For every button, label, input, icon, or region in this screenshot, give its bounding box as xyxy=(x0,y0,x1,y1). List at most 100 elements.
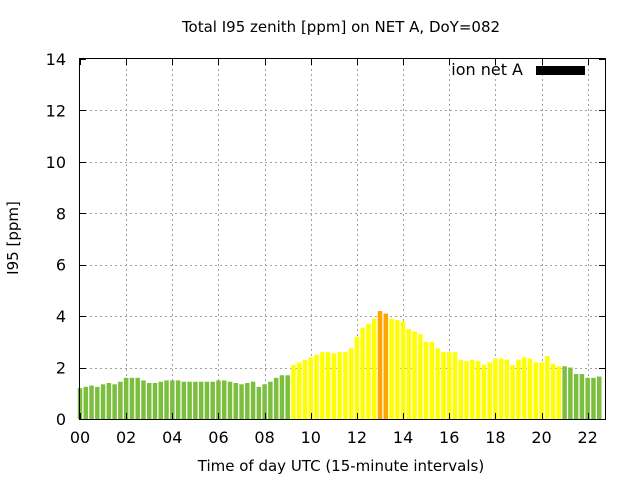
y-tick-label: 2 xyxy=(56,359,66,378)
y-tick-label: 8 xyxy=(56,204,66,223)
bar-moderate xyxy=(331,353,337,419)
x-tick-label: 02 xyxy=(116,428,136,447)
bar-low xyxy=(146,383,152,419)
bar-moderate xyxy=(423,341,429,419)
bar-low xyxy=(579,374,585,419)
y-tick-label: 6 xyxy=(56,256,66,275)
bar-moderate xyxy=(302,359,308,419)
bar-moderate xyxy=(487,362,492,419)
x-tick-label: 06 xyxy=(208,428,228,447)
bar-moderate xyxy=(418,334,423,419)
y-axis-title: I95 [ppm] xyxy=(4,201,22,275)
bar-low xyxy=(152,383,158,419)
bar-low xyxy=(216,380,221,419)
y-tick-label: 4 xyxy=(56,307,66,326)
plot-frame xyxy=(79,58,606,420)
bar-moderate xyxy=(314,354,319,419)
bar-low xyxy=(568,367,573,419)
x-tick-label: 04 xyxy=(162,428,182,447)
bar-low xyxy=(181,381,187,419)
bar-low xyxy=(164,380,169,419)
bar-moderate xyxy=(481,365,487,419)
bar-moderate xyxy=(400,321,406,419)
bar-low xyxy=(285,375,290,419)
bar-moderate xyxy=(343,352,348,419)
bar-moderate xyxy=(498,358,504,419)
bar-low xyxy=(256,386,262,419)
bar-moderate xyxy=(446,352,452,419)
bar-elevated xyxy=(383,313,389,419)
x-tick-label: 20 xyxy=(531,428,551,447)
bar-moderate xyxy=(389,318,394,419)
bars-layer xyxy=(77,311,602,419)
bar-low xyxy=(239,384,244,419)
chart-title: Total I95 zenith [ppm] on NET A, DoY=082 xyxy=(181,18,500,36)
bar-low xyxy=(158,381,164,419)
x-tick-label: 08 xyxy=(254,428,274,447)
x-tick-label: 16 xyxy=(439,428,459,447)
bar-moderate xyxy=(516,359,521,419)
y-tick-label: 12 xyxy=(46,101,66,120)
bar-elevated xyxy=(377,311,383,419)
bar-moderate xyxy=(550,363,556,419)
bar-low xyxy=(585,377,590,419)
x-tick-label: 12 xyxy=(347,428,367,447)
bar-moderate xyxy=(325,352,331,419)
bar-moderate xyxy=(429,341,435,419)
bar-low xyxy=(233,383,239,419)
bar-low xyxy=(89,385,94,419)
bar-low xyxy=(221,380,227,419)
bar-low xyxy=(106,383,112,419)
bar-low xyxy=(83,386,89,419)
bar-moderate xyxy=(452,352,458,419)
x-tick-label: 10 xyxy=(301,428,321,447)
bar-moderate xyxy=(308,357,314,419)
bar-low xyxy=(129,377,135,419)
bar-low xyxy=(227,381,233,419)
bar-moderate xyxy=(291,365,296,419)
bar-low xyxy=(573,374,579,419)
bar-moderate xyxy=(504,359,510,419)
bar-moderate xyxy=(493,358,498,419)
bar-moderate xyxy=(296,362,302,419)
bar-low xyxy=(273,377,279,419)
bar-low xyxy=(245,383,250,419)
y-tick-label: 0 xyxy=(56,410,66,429)
bar-moderate xyxy=(510,365,515,419)
bar-low xyxy=(562,366,567,419)
y-tick-label: 14 xyxy=(46,50,66,69)
legend: ion net A xyxy=(451,60,585,79)
bar-moderate xyxy=(464,361,469,419)
bar-low xyxy=(187,381,192,419)
bar-moderate xyxy=(435,348,440,419)
bar-moderate xyxy=(395,320,400,419)
legend-swatch xyxy=(536,66,585,75)
x-axis-title: Time of day UTC (15-minute intervals) xyxy=(197,457,484,475)
x-tick-label: 18 xyxy=(485,428,505,447)
bar-low xyxy=(141,380,146,419)
bar-moderate xyxy=(527,358,533,419)
bar-low xyxy=(210,381,215,419)
bar-moderate xyxy=(366,323,371,419)
bar-low xyxy=(250,381,256,419)
bar-moderate xyxy=(337,352,342,419)
bar-moderate xyxy=(360,327,365,419)
bar-low xyxy=(100,384,106,419)
bar-low xyxy=(95,386,100,419)
bar-low xyxy=(268,381,273,419)
bar-low xyxy=(175,380,181,419)
bar-low xyxy=(262,384,267,419)
x-tick-label: 14 xyxy=(393,428,413,447)
bar-low xyxy=(170,380,175,419)
bar-moderate xyxy=(320,352,325,419)
bar-moderate xyxy=(406,329,412,419)
bar-moderate xyxy=(539,362,544,419)
bar-moderate xyxy=(354,336,360,419)
y-tick-label: 10 xyxy=(46,153,66,172)
bar-low xyxy=(135,377,140,419)
bar-low xyxy=(118,381,123,419)
bar-moderate xyxy=(521,357,527,419)
